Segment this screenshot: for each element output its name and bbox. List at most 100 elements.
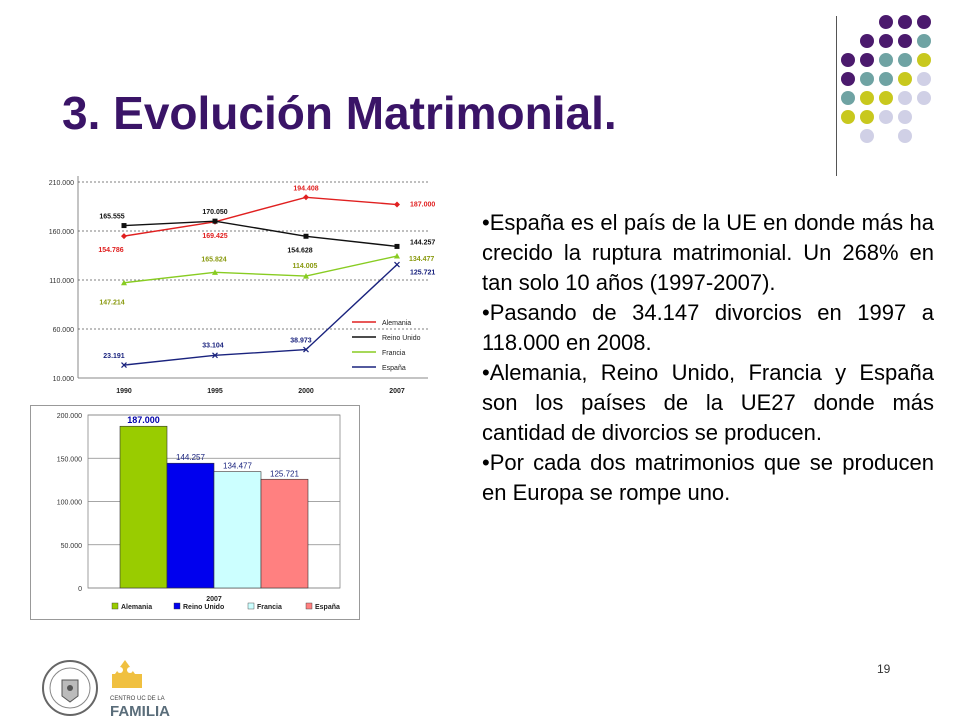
decorative-dot xyxy=(860,129,874,143)
series-line xyxy=(123,255,398,284)
data-point xyxy=(212,218,218,224)
legend-swatch xyxy=(111,602,119,610)
logo-line2: FAMILIA xyxy=(110,703,170,720)
decorative-dot xyxy=(917,15,931,29)
bar xyxy=(213,471,262,589)
decorative-dot xyxy=(860,72,874,86)
legend-swatch xyxy=(247,602,255,610)
data-point xyxy=(394,253,400,259)
data-point xyxy=(212,269,218,275)
data-label: 194.408 xyxy=(293,185,318,192)
decorative-divider xyxy=(836,16,837,176)
legend-label: Francia xyxy=(257,604,282,611)
x-tick-label: 2000 xyxy=(298,388,314,395)
legend-label: España xyxy=(382,365,406,372)
slide-title: 3. Evolución Matrimonial. xyxy=(62,87,617,139)
data-point xyxy=(121,279,127,286)
data-label: 134.477 xyxy=(223,462,252,471)
decorative-dot xyxy=(898,72,912,86)
data-point xyxy=(394,243,400,249)
y-tick-label: 100.000 xyxy=(57,500,82,507)
y-tick-label: 110.000 xyxy=(49,278,74,285)
bullet-item: •España es el país de la UE en donde más… xyxy=(482,210,934,295)
decorative-dot xyxy=(898,110,912,124)
decorative-dot xyxy=(879,15,893,29)
data-label: 170.050 xyxy=(202,209,227,216)
series-line xyxy=(123,196,398,237)
logos: CENTRO UC DE LA FAMILIA xyxy=(42,660,170,720)
plot-area xyxy=(78,176,428,378)
data-label: 33.104 xyxy=(202,342,224,349)
bar xyxy=(166,462,215,589)
data-label: 165.555 xyxy=(99,214,124,221)
y-tick-label: 210.000 xyxy=(49,180,74,187)
data-label: 154.786 xyxy=(98,247,123,254)
data-label: 147.214 xyxy=(99,300,124,307)
bullet-item: •Por cada dos matrimonios que se produce… xyxy=(482,450,934,505)
data-label: 114.005 xyxy=(293,263,318,270)
data-label: 134.477 xyxy=(409,256,434,263)
data-point xyxy=(212,352,218,359)
legend-label: España xyxy=(315,604,340,611)
decorative-dot xyxy=(860,110,874,124)
legend-label: Reino Unido xyxy=(183,604,224,611)
legend-swatch xyxy=(173,602,181,610)
data-label: 187.000 xyxy=(410,202,435,209)
legend-swatch xyxy=(305,602,313,610)
x-axis-label: 2007 xyxy=(206,596,222,603)
line-chart: 10.000 60.000 110.000 160.000 210.000 1990 199… xyxy=(49,176,435,395)
data-point xyxy=(394,201,400,208)
data-point xyxy=(121,223,127,229)
decorative-dot xyxy=(917,53,931,67)
bullet-item: •Pasando de 34.147 divorcios en 1997 a 1… xyxy=(482,300,934,355)
decorative-dot xyxy=(898,129,912,143)
y-tick-label: 160.000 xyxy=(49,229,74,236)
university-seal-logo xyxy=(42,660,98,716)
bar-chart: 0 50.000 100.000 150.000 200.000 187.000 144.2… xyxy=(30,405,360,620)
legend-label: Alemania xyxy=(121,604,152,611)
data-label: 125.721 xyxy=(270,469,299,478)
decorative-dot xyxy=(841,72,855,86)
decorative-dot xyxy=(898,34,912,48)
page-number: 19 xyxy=(877,662,891,676)
decorative-dot xyxy=(879,110,893,124)
decorative-dot xyxy=(917,72,931,86)
y-tick-label: 150.000 xyxy=(57,456,82,463)
data-point xyxy=(121,233,127,240)
bar xyxy=(119,425,168,589)
y-tick-label: 200.000 xyxy=(57,413,82,420)
data-label: 144.257 xyxy=(410,239,435,246)
data-point xyxy=(303,346,309,353)
bullet-item: •Alemania, Reino Unido, Francia y España… xyxy=(482,360,934,445)
data-label: 165.824 xyxy=(201,256,226,263)
legend-label: Francia xyxy=(382,350,405,357)
logo-line1: CENTRO UC DE LA xyxy=(110,696,165,702)
data-point xyxy=(303,273,309,279)
y-tick-label: 0 xyxy=(78,586,82,593)
data-label: 38.973 xyxy=(290,338,312,345)
y-tick-label: 60.000 xyxy=(53,327,75,334)
decorative-dot xyxy=(841,91,855,105)
legend-label: Alemania xyxy=(382,320,411,327)
decorative-dot xyxy=(917,91,931,105)
centro-familia-logo: CENTRO UC DE LA FAMILIA xyxy=(110,660,170,720)
x-tick-label: 1990 xyxy=(116,388,132,395)
y-tick-label: 10.000 xyxy=(53,376,75,383)
data-point xyxy=(303,233,309,239)
decorative-dot xyxy=(898,53,912,67)
legend-label: Reino Unido xyxy=(382,335,421,342)
data-label: 154.628 xyxy=(287,247,312,254)
decorative-dot xyxy=(841,53,855,67)
data-point xyxy=(394,261,400,268)
decorative-dot xyxy=(860,53,874,67)
data-label: 144.257 xyxy=(176,453,205,462)
data-label: 23.191 xyxy=(103,353,125,360)
decorative-dot xyxy=(898,91,912,105)
decorative-dot xyxy=(879,34,893,48)
decorative-dot xyxy=(879,72,893,86)
decorative-dot xyxy=(879,91,893,105)
bullet-list: •España es el país de la UE en donde más… xyxy=(482,208,934,508)
decorative-dot xyxy=(898,15,912,29)
data-point xyxy=(121,362,127,368)
x-tick-label: 1995 xyxy=(207,388,223,395)
